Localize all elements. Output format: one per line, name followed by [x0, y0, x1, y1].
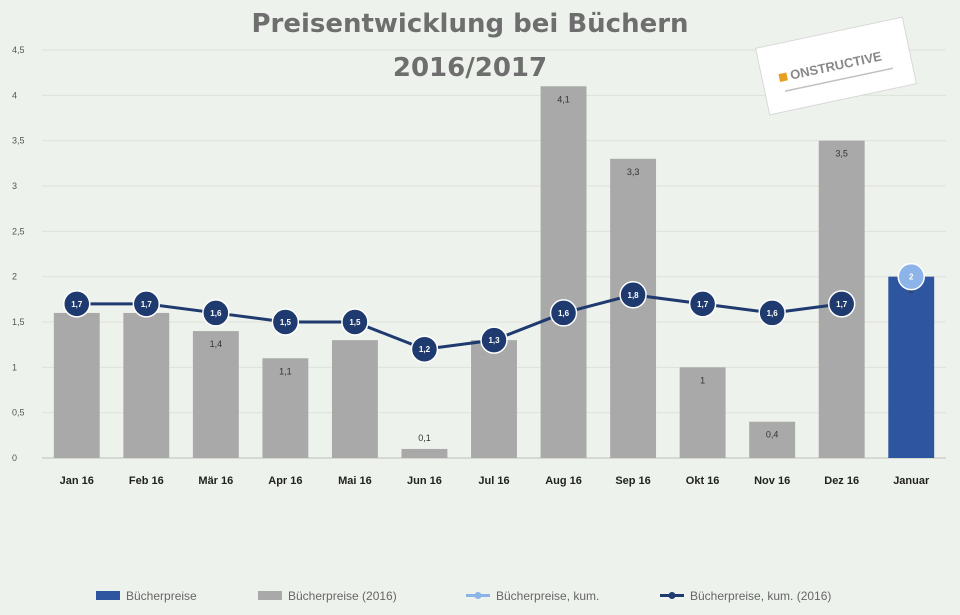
bar-data-label: 1 — [700, 375, 705, 385]
chart-title: Preisentwicklung bei Büchern 2016/2017 — [251, 9, 688, 83]
x-tick-label: Dez 16 — [824, 475, 859, 487]
line-point — [271, 308, 300, 336]
x-tick-label: Feb 16 — [129, 475, 164, 487]
bar — [123, 312, 170, 458]
y-tick-label: 0,5 — [12, 408, 25, 418]
bar — [888, 276, 935, 458]
bar — [262, 358, 309, 458]
legend-label: Bücherpreise, kum. — [496, 589, 599, 603]
bar — [331, 340, 378, 458]
point-data-label: 1,7 — [697, 300, 709, 309]
bar-data-label: 3,3 — [627, 167, 640, 177]
y-tick-label: 1,5 — [12, 317, 25, 327]
y-axis-ticks: 0 0,5 1 1,5 2 2,5 3 3,5 4 4,5 — [12, 45, 25, 463]
line-point — [480, 326, 508, 354]
point-data-label: 1,5 — [349, 318, 361, 327]
x-tick-label: Okt 16 — [686, 475, 720, 487]
point-data-label: 2 — [909, 273, 914, 282]
bars: 2 1,4 1,1 0,1 4,1 3,3 1 0,4 3,5 — [53, 86, 935, 459]
lines: 2 1,7 1,7 1,6 1,5 1,5 1,2 1,3 1,6 1,8 1,7 1,6 1,7 — [63, 262, 925, 363]
logo-accent — [778, 72, 788, 82]
bar-data-label: 3,5 — [835, 149, 848, 159]
legend: Bücherpreise Bücherpreise (2016) Bücherpre… — [96, 589, 831, 603]
bar — [749, 421, 796, 458]
x-tick-label: Mai 16 — [338, 475, 372, 487]
legend-swatch — [96, 591, 120, 600]
x-tick-label: Jun 16 — [407, 475, 442, 487]
x-tick-label: Januar — [893, 475, 930, 487]
x-tick-label: Jan 16 — [60, 475, 94, 487]
bar-data-label: 4,1 — [557, 94, 570, 104]
point-data-label: 1,7 — [836, 300, 848, 309]
bar — [679, 367, 726, 458]
y-tick-label: 4 — [12, 90, 17, 100]
bar-data-label: 1,1 — [279, 366, 292, 376]
bar-data-label: 0,4 — [766, 430, 779, 440]
line-point — [688, 290, 717, 318]
legend-label: Bücherpreise (2016) — [288, 589, 397, 603]
legend-label: Bücherpreise — [126, 589, 197, 603]
line-point — [63, 290, 91, 318]
y-tick-label: 3 — [12, 181, 17, 191]
chart-title-line-2: 2016/2017 — [393, 53, 547, 83]
point-data-label: 1,7 — [71, 300, 83, 309]
legend-label: Bücherpreise, kum. (2016) — [690, 589, 831, 603]
x-tick-label: Aug 16 — [545, 475, 582, 487]
line-point — [341, 308, 369, 336]
y-tick-label: 2 — [12, 272, 17, 282]
line-point — [202, 299, 230, 327]
logo-underline — [784, 67, 893, 92]
x-tick-label: Mär 16 — [198, 475, 233, 487]
point-data-label: 1,3 — [488, 336, 500, 345]
line-point — [619, 281, 647, 309]
line-point — [410, 335, 439, 363]
line-point — [549, 299, 578, 327]
point-data-label: 1,2 — [419, 345, 431, 354]
bar — [53, 312, 100, 458]
logo: ONSTRUCTIVE — [754, 16, 918, 116]
chart-title-line-1: Preisentwicklung bei Büchern — [251, 9, 688, 39]
x-tick-label: Apr 16 — [268, 475, 302, 487]
bar — [192, 331, 239, 458]
y-tick-label: 2,5 — [12, 226, 25, 236]
point-data-label: 1,8 — [628, 291, 640, 300]
bar — [401, 448, 448, 458]
point-data-label: 1,6 — [210, 309, 222, 318]
bar — [540, 86, 587, 459]
point-data-label: 1,6 — [558, 309, 570, 318]
bar — [471, 340, 517, 458]
y-tick-label: 4,5 — [12, 45, 25, 55]
line-point — [132, 290, 161, 318]
x-tick-label: Nov 16 — [754, 475, 790, 487]
y-tick-label: 3,5 — [12, 136, 25, 146]
y-tick-label: 0 — [12, 453, 17, 463]
legend-marker — [474, 592, 482, 599]
line-point — [897, 262, 925, 291]
bar-data-label: 0,1 — [418, 433, 431, 443]
line-point — [827, 290, 856, 318]
y-tick-label: 1 — [12, 362, 17, 372]
x-tick-label: Jul 16 — [478, 475, 509, 487]
line-point — [758, 299, 786, 327]
point-data-label: 1,5 — [280, 318, 292, 327]
legend-swatch — [258, 591, 282, 600]
bar-data-label: 1,4 — [210, 339, 223, 349]
x-axis-labels: Jan 16 Feb 16 Mär 16 Apr 16 Mai 16 Jun 16 Jul … — [60, 475, 930, 487]
point-data-label: 1,6 — [767, 309, 779, 318]
x-tick-label: Sep 16 — [615, 475, 650, 487]
legend-marker — [668, 592, 676, 599]
point-data-label: 1,7 — [141, 300, 153, 309]
logo-card — [754, 16, 918, 116]
